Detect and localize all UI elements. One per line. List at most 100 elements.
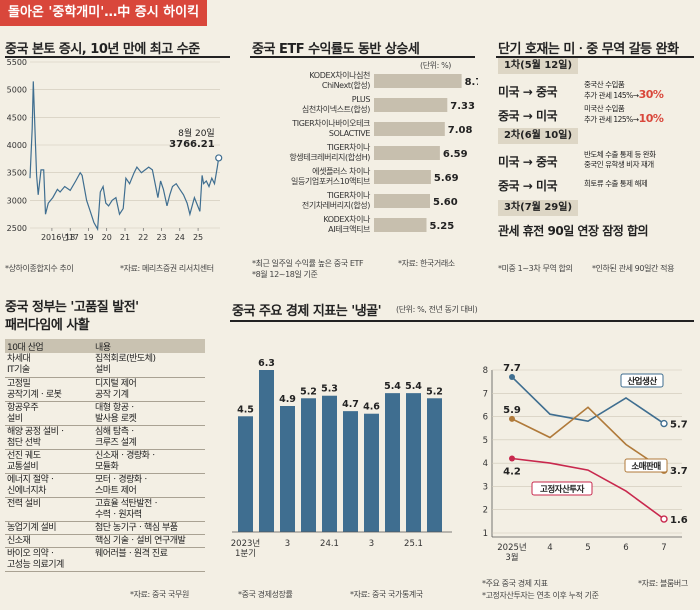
gdp-value-label: 4.9 bbox=[279, 394, 296, 405]
round2-us-to-china: 미국 → 중국 반도체 수출 통제 등 완화 중국인 유학생 비자 재개 bbox=[498, 150, 694, 172]
gdp-value-label: 4.6 bbox=[363, 402, 380, 413]
etf-category-label: AI테크액티브 bbox=[328, 224, 370, 234]
column-header: 내용 bbox=[93, 339, 205, 353]
table-row: 해양 공정 설비ㆍ 첨단 선박 심해 탐측ㆍ 크루즈 설계 bbox=[5, 425, 205, 450]
panel5-rule bbox=[230, 320, 694, 322]
x-tick-label: 4 bbox=[547, 543, 552, 553]
series-end-label: 3.7 bbox=[670, 466, 688, 477]
y-tick-label: 5500 bbox=[7, 58, 27, 67]
y-tick-label: 6 bbox=[483, 413, 488, 423]
content-cell: 심해 탐측ㆍ 크루즈 설계 bbox=[93, 425, 205, 450]
gdp-x-label: 3 bbox=[369, 539, 374, 549]
table-header-row: 10대 산업 내용 bbox=[5, 339, 205, 353]
banner: 돌아온 '중학개미'…中 증시 하이킥 bbox=[0, 0, 208, 26]
content-cell: 대형 항공ㆍ 발사용 로켓 bbox=[93, 401, 205, 426]
index-line bbox=[29, 81, 220, 232]
x-tick-label: 22 bbox=[138, 233, 148, 242]
gdp-bar bbox=[322, 395, 337, 532]
x-tick-label: 5 bbox=[585, 543, 590, 553]
panel1-note: *상하이종합지수 추이 bbox=[5, 264, 74, 273]
y-tick-label: 7 bbox=[483, 389, 488, 399]
panel6-note1: *주요 중국 경제 지표 bbox=[482, 579, 548, 588]
x-tick-label: 21 bbox=[120, 233, 130, 242]
panel1-rule bbox=[5, 56, 230, 58]
content-cell: 핵심 기술ㆍ설비 연구개발 bbox=[93, 534, 205, 548]
y-tick-label: 3 bbox=[483, 482, 488, 492]
column-header: 10대 산업 bbox=[5, 339, 93, 353]
series-name-label: 소매판매 bbox=[631, 461, 661, 472]
panel3-rule bbox=[496, 56, 694, 58]
table-row: 선진 궤도 교통설비 신소재ㆍ경량화ㆍ 모듈화 bbox=[5, 449, 205, 474]
series-start-point bbox=[509, 455, 515, 462]
table-row: 농업기계 설비 첨단 농기구ㆍ핵심 부품 bbox=[5, 521, 205, 535]
y-tick-label: 5 bbox=[483, 436, 488, 446]
gdp-bar bbox=[301, 398, 316, 532]
x-tick-label: 20 bbox=[102, 233, 112, 242]
gdp-value-label: 5.2 bbox=[300, 386, 317, 397]
gdp-bar bbox=[259, 370, 274, 532]
etf-category-label: 항셍테크레버리지(합성H) bbox=[289, 152, 370, 162]
trade-direction: 미국 → 중국 bbox=[498, 85, 558, 99]
etf-bar bbox=[374, 218, 427, 232]
content-cell: 첨단 농기구ㆍ핵심 부품 bbox=[93, 521, 205, 535]
etf-value-label: 7.08 bbox=[448, 125, 473, 136]
gdp-value-label: 6.3 bbox=[258, 358, 275, 369]
y-tick-label: 8 bbox=[483, 366, 488, 376]
content-cell: 신소재ㆍ경량화ㆍ 모듈화 bbox=[93, 449, 205, 474]
etf-category-label: KODEX차이나 bbox=[323, 214, 371, 224]
etf-bar bbox=[374, 194, 430, 208]
etf-value-label: 7.33 bbox=[450, 101, 475, 112]
etf-value-label: 5.25 bbox=[430, 221, 455, 232]
table-row: 항공우주 설비 대형 항공ㆍ 발사용 로켓 bbox=[5, 401, 205, 426]
gdp-bar bbox=[364, 413, 379, 532]
panel3-source: *인하된 관세 90일간 적용 bbox=[592, 264, 675, 273]
content-cell: 모터ㆍ경량화ㆍ 스마트 제어 bbox=[93, 473, 205, 498]
etf-category-label: ChiNext(합성) bbox=[322, 81, 370, 90]
panel2-note1: *최근 일주일 수익률 높은 중국 ETF bbox=[252, 259, 364, 268]
industry-cell: 신소재 bbox=[5, 534, 93, 548]
trade-direction: 미국 → 중국 bbox=[498, 155, 558, 169]
gdp-value-label: 4.7 bbox=[342, 399, 359, 410]
etf-category-label: SOLACTIVE bbox=[329, 129, 370, 138]
round2-china-to-us: 중국 → 미국 희토류 수출 통제 해제 bbox=[498, 174, 694, 196]
round3-label: 3차(7월 29일) bbox=[498, 200, 578, 216]
panel4-title-line2: 패러다임에 사활 bbox=[5, 318, 90, 333]
y-tick-label: 4 bbox=[483, 459, 488, 469]
round3-desc: 관세 휴전 90일 연장 잠정 합의 bbox=[498, 224, 649, 238]
trade-direction: 중국 → 미국 bbox=[498, 109, 558, 123]
industry-cell: 고정밀 공작기계ㆍ로봇 bbox=[5, 377, 93, 402]
etf-bar bbox=[374, 146, 440, 160]
gdp-x-label: 2023년 bbox=[231, 538, 260, 549]
round1-china-to-us: 중국 → 미국 미국산 수입품 추가 관세 125%→10% bbox=[498, 104, 694, 126]
series-label-box bbox=[531, 481, 593, 496]
y-tick-label: 4500 bbox=[7, 113, 27, 122]
x-tick-label: 6 bbox=[623, 543, 628, 553]
industry-cell: 항공우주 설비 bbox=[5, 401, 93, 426]
etf-bar bbox=[374, 122, 445, 136]
gdp-value-label: 5.4 bbox=[405, 381, 422, 392]
industry-cell: 전력 설비 bbox=[5, 497, 93, 522]
content-cell: 고효율 석탄발전ㆍ 수력ㆍ원자력 bbox=[93, 497, 205, 522]
etf-category-label: TIGER차이나 bbox=[326, 190, 371, 200]
y-tick-label: 3500 bbox=[7, 169, 27, 178]
etf-bar bbox=[374, 98, 448, 112]
table-row: 신소재 핵심 기술ㆍ설비 연구개발 bbox=[5, 534, 205, 548]
series-start-point bbox=[509, 373, 515, 380]
panel6-source: *자료: 블룸버그 bbox=[638, 579, 688, 588]
table-row: 에너지 절약ㆍ 신에너지차 모터ㆍ경량화ㆍ 스마트 제어 bbox=[5, 473, 205, 498]
series-end-point bbox=[660, 419, 668, 428]
series-end-label: 5.7 bbox=[670, 420, 688, 431]
x-tick-label: 3월 bbox=[505, 552, 518, 563]
series-start-label: 4.2 bbox=[503, 466, 521, 477]
panel3-title: 단기 호재는 미ㆍ중 무역 갈등 완화 bbox=[498, 42, 679, 57]
series-start-point bbox=[509, 415, 515, 422]
round1-us-to-china: 미국 → 중국 중국산 수입품 추가 관세 145%→30% bbox=[498, 80, 694, 102]
panel2-unit: (단위: %) bbox=[420, 61, 452, 70]
content-cell: 디지털 제어 공작 기계 bbox=[93, 377, 205, 402]
trade-desc: 미국산 수입품 추가 관세 125%→10% bbox=[584, 104, 664, 125]
trade-desc: 반도체 수출 통제 등 완화 중국인 유학생 비자 재개 bbox=[584, 150, 656, 169]
panel2-rule bbox=[250, 56, 475, 58]
trade-desc: 희토류 수출 통제 해제 bbox=[584, 179, 648, 188]
